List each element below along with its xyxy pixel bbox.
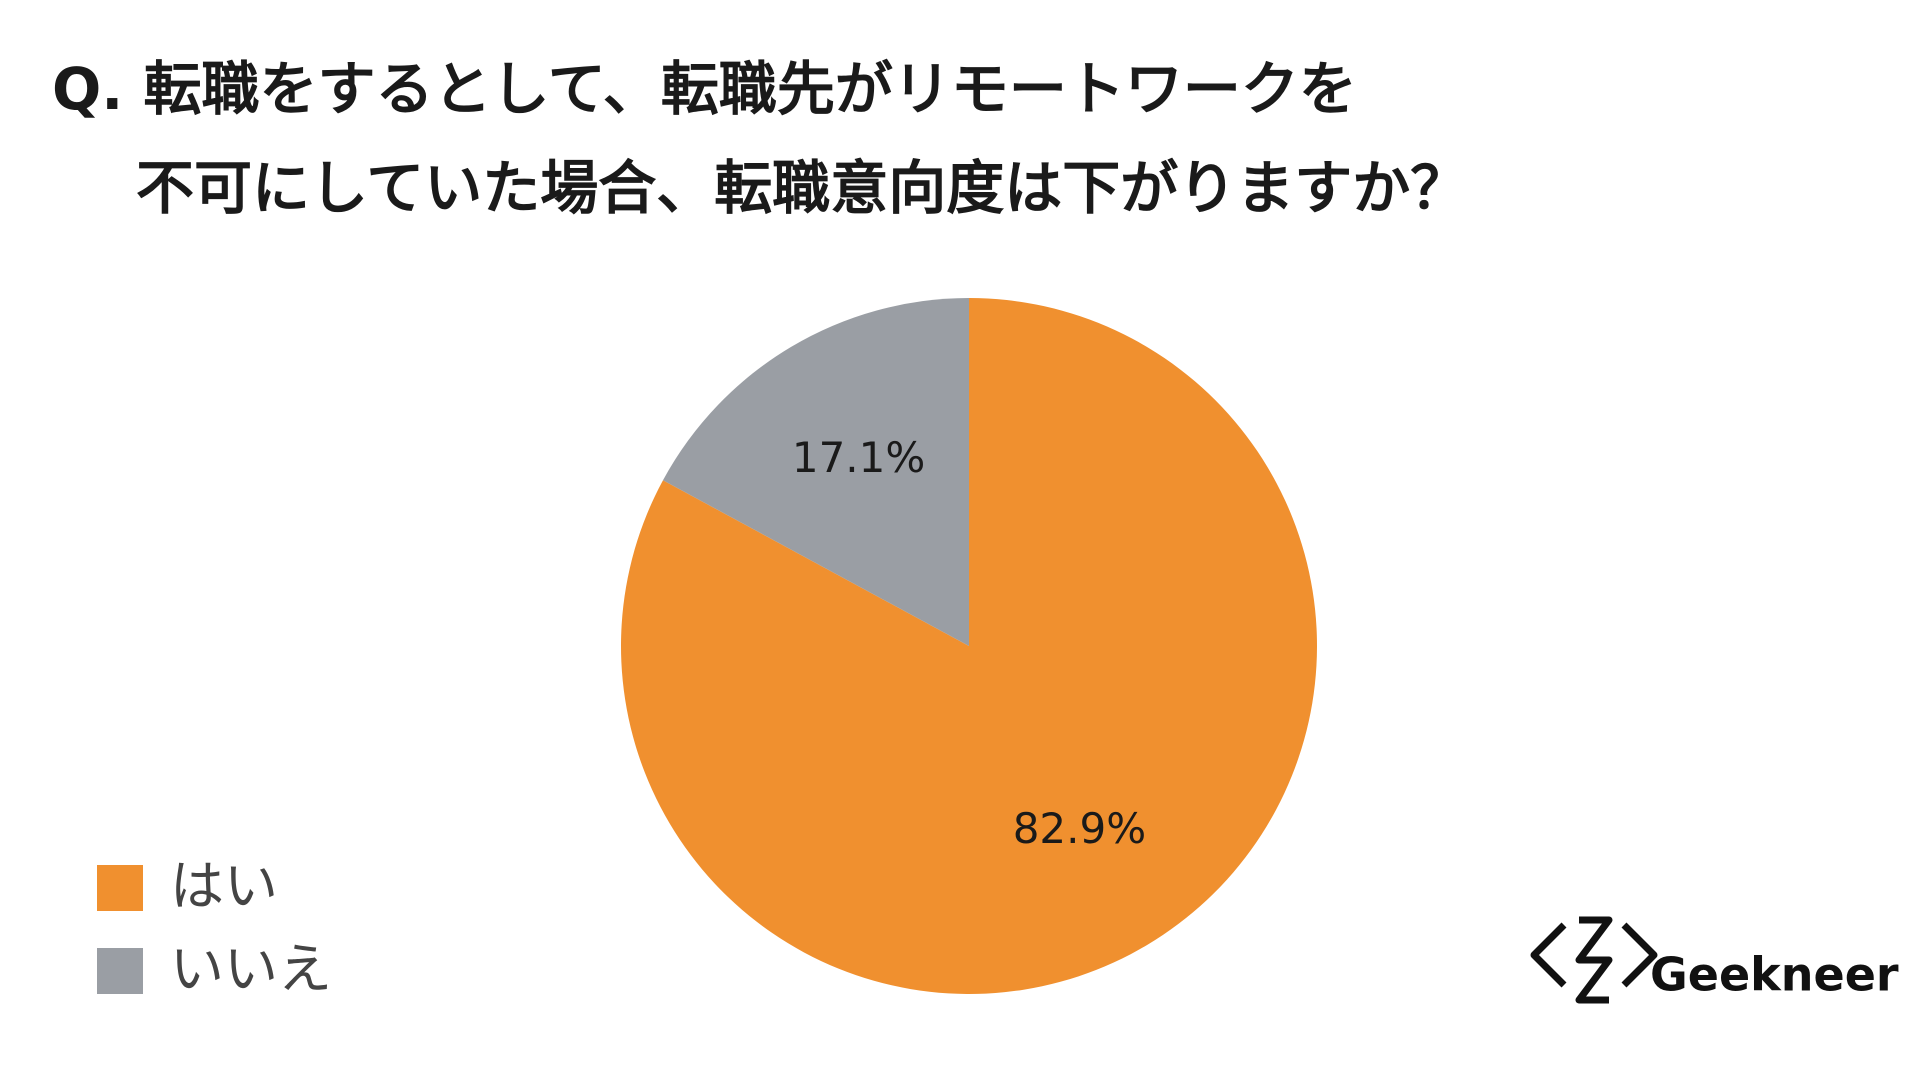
pie-slice — [662, 298, 969, 646]
legend-label: いいえ — [170, 938, 332, 1001]
chart-title: Q. 転職をするとして、転職先がリモートワークを — [52, 55, 1357, 123]
logo-icon — [1530, 916, 1658, 1004]
chart-title: 不可にしていた場合、転職意向度は下がりますか？ — [136, 154, 1468, 222]
legend-swatch — [97, 865, 143, 911]
logo-mark — [1530, 916, 1658, 1004]
legend-label: はい — [170, 855, 278, 918]
legend-swatch — [97, 948, 143, 994]
logo-text: Geekneer — [1650, 948, 1899, 1002]
value-label: 17.1% — [792, 433, 925, 482]
value-label: 82.9% — [1013, 804, 1146, 853]
